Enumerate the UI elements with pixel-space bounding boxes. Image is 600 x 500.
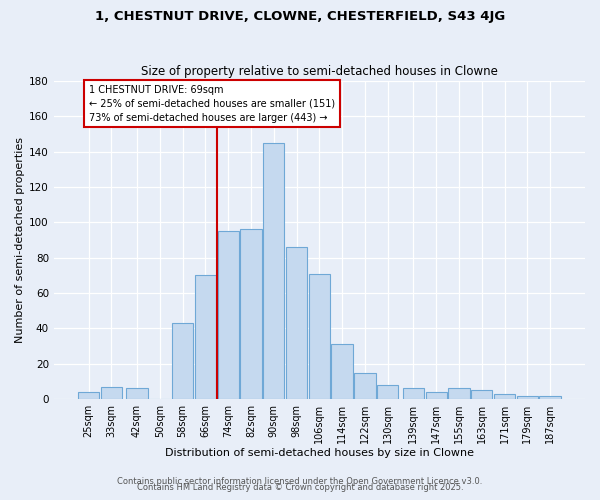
Bar [539,396,561,399]
Bar [517,396,538,399]
Bar [195,276,216,399]
Bar [425,392,447,399]
Bar [286,247,307,399]
Bar [127,388,148,399]
Bar [494,394,515,399]
Text: Contains public sector information licensed under the Open Government Licence v3: Contains public sector information licen… [118,477,482,486]
Bar [218,231,239,399]
Text: 1 CHESTNUT DRIVE: 69sqm
← 25% of semi-detached houses are smaller (151)
73% of s: 1 CHESTNUT DRIVE: 69sqm ← 25% of semi-de… [89,84,335,122]
Bar [263,143,284,399]
X-axis label: Distribution of semi-detached houses by size in Clowne: Distribution of semi-detached houses by … [165,448,474,458]
Text: Contains HM Land Registry data © Crown copyright and database right 2025.: Contains HM Land Registry data © Crown c… [137,484,463,492]
Bar [354,372,376,399]
Bar [448,388,470,399]
Text: 1, CHESTNUT DRIVE, CLOWNE, CHESTERFIELD, S43 4JG: 1, CHESTNUT DRIVE, CLOWNE, CHESTERFIELD,… [95,10,505,23]
Bar [241,230,262,399]
Bar [331,344,353,399]
Bar [403,388,424,399]
Bar [471,390,493,399]
Y-axis label: Number of semi-detached properties: Number of semi-detached properties [15,137,25,343]
Bar [101,386,122,399]
Title: Size of property relative to semi-detached houses in Clowne: Size of property relative to semi-detach… [141,66,498,78]
Bar [78,392,99,399]
Bar [377,385,398,399]
Bar [309,274,330,399]
Bar [172,323,193,399]
